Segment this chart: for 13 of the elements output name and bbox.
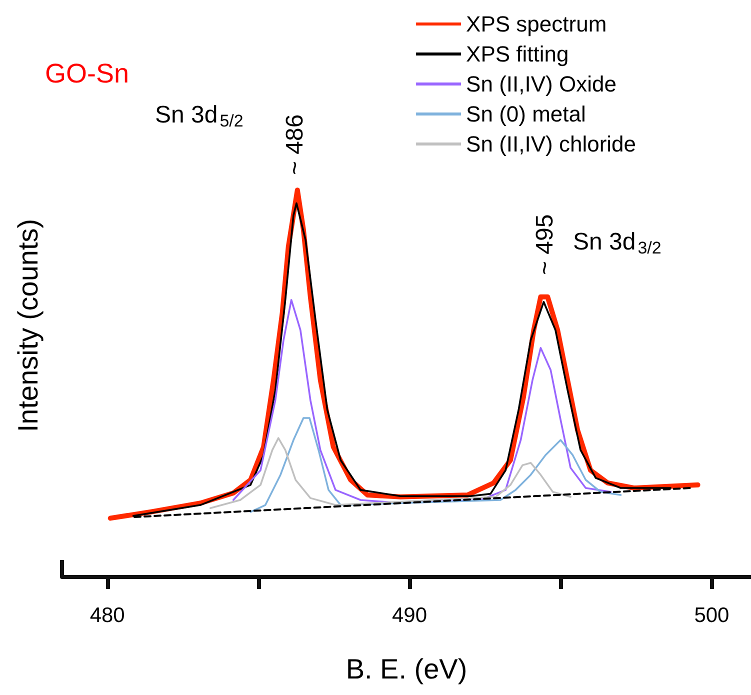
legend-label: Sn (0) metal bbox=[466, 102, 586, 126]
legend-label: Sn (II,IV) chloride bbox=[466, 132, 636, 156]
legend-label: XPS fitting bbox=[466, 42, 569, 66]
legend-label: Sn (II,IV) Oxide bbox=[466, 72, 616, 96]
annotation: ~ 495 bbox=[532, 214, 558, 275]
y-axis-title: Intensity (counts) bbox=[12, 218, 44, 432]
legend-label: XPS spectrum bbox=[466, 12, 607, 36]
chart-title: GO-Sn bbox=[45, 58, 130, 88]
text: ~ 486 bbox=[282, 114, 308, 175]
x-tick-label: 480 bbox=[90, 604, 125, 627]
x-axis-title: B. E. (eV) bbox=[346, 654, 468, 684]
x-tick-label: 490 bbox=[392, 604, 428, 627]
x-tick-label: 500 bbox=[694, 604, 730, 627]
